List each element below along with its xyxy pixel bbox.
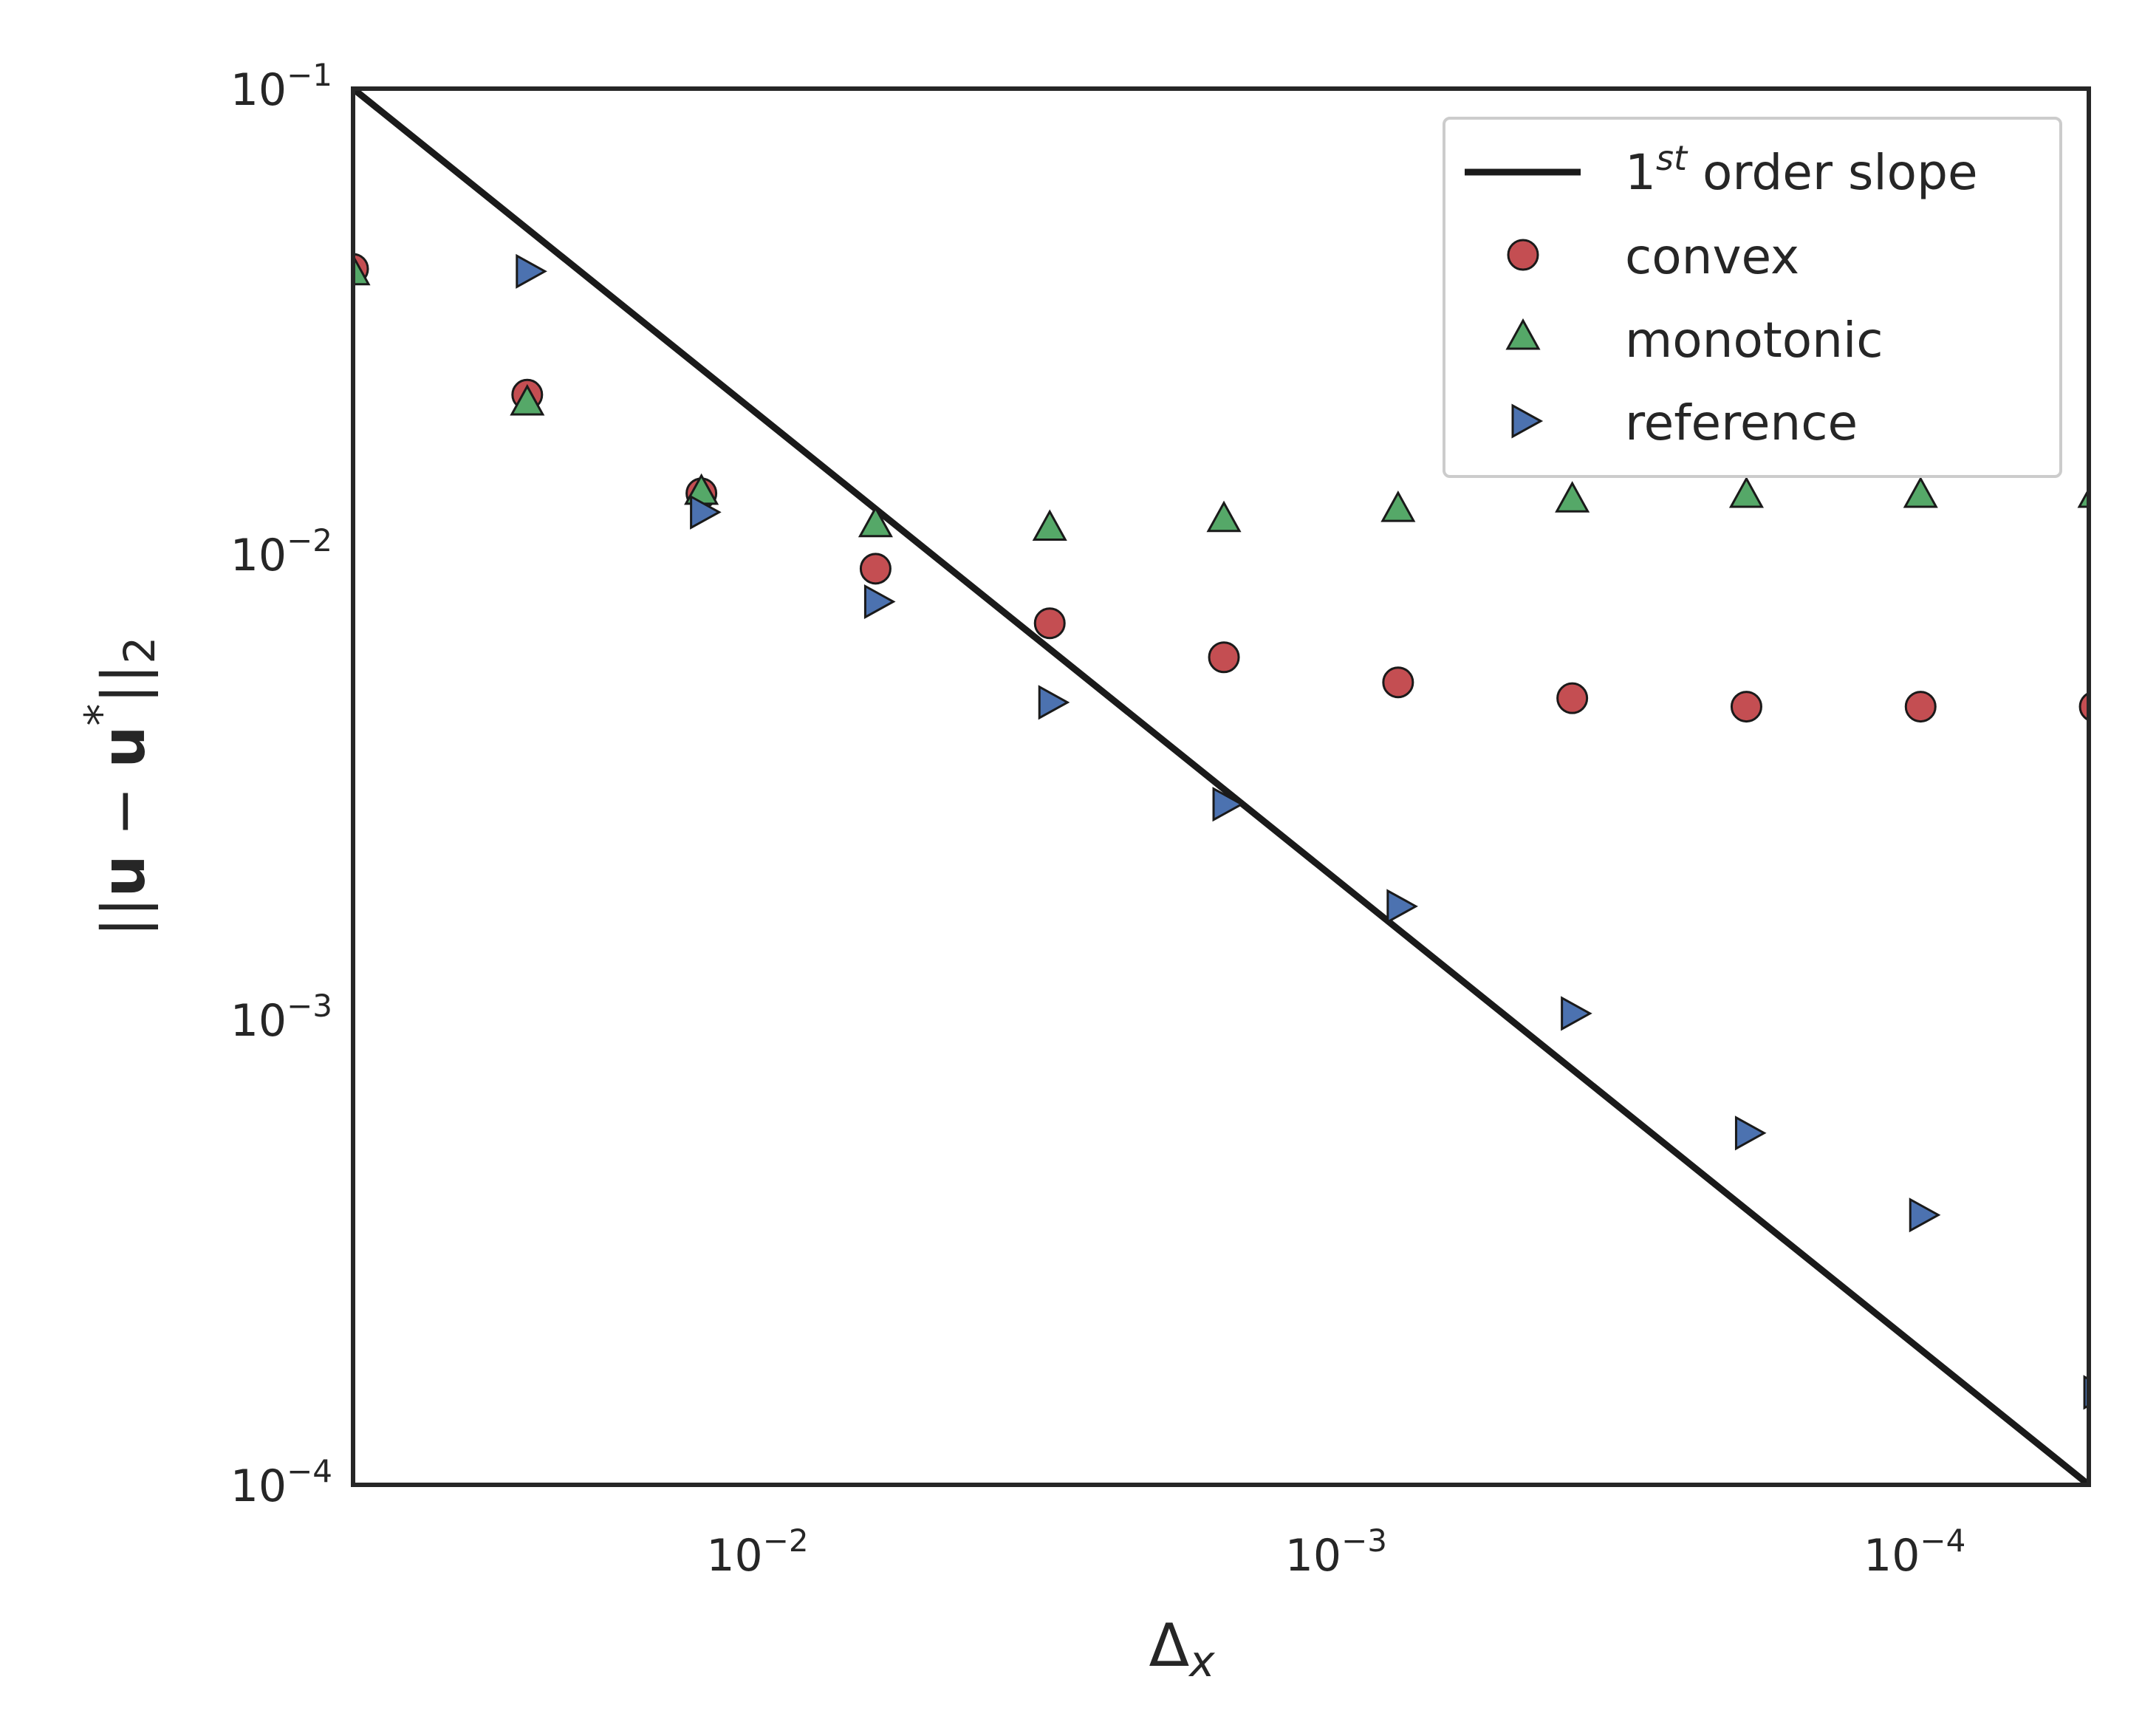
series-convex xyxy=(353,253,2089,723)
x-axis-ticks: 10−2 10−3 10−4 xyxy=(706,1523,1965,1582)
plot-marks xyxy=(353,89,2089,1485)
monotonic-point-4 xyxy=(1032,509,1067,541)
legend-slope-label-base: 1 xyxy=(1625,144,1656,201)
y-label-star: * xyxy=(75,704,127,726)
y-label-u2: u xyxy=(89,726,158,768)
y-tick-label-3: 10−4 xyxy=(230,1453,332,1512)
monotonic-point-6 xyxy=(1380,491,1416,522)
y-label-minus: − xyxy=(89,768,158,855)
y-tick-label-2: 10−3 xyxy=(230,988,332,1047)
x-tick-label-1: 10−3 xyxy=(1285,1523,1387,1582)
reference-point-9 xyxy=(1909,1197,1941,1233)
legend-label-convex: convex xyxy=(1625,228,1799,285)
convex-point-5 xyxy=(1208,641,1240,674)
plot-frame xyxy=(351,86,2091,1487)
y-tick-label-0: 10−1 xyxy=(230,57,332,116)
legend-reference-marker xyxy=(1511,403,1544,439)
convex-point-6 xyxy=(1382,666,1414,699)
reference-point-8 xyxy=(1734,1115,1767,1151)
convex-point-8 xyxy=(1730,691,1762,723)
y-label-open: || xyxy=(89,897,159,937)
y-label-sub: 2 xyxy=(114,637,165,664)
monotonic-point-7 xyxy=(1555,481,1590,513)
slope-line xyxy=(353,89,2089,1485)
legend-box xyxy=(1443,117,2062,478)
x-axis-label-sub: x xyxy=(1188,1636,1215,1687)
y-label-close: || xyxy=(89,664,159,704)
x-axis-label-base: Δ xyxy=(1149,1611,1189,1680)
series-monotonic xyxy=(353,253,2089,541)
convex-point-4 xyxy=(1033,607,1066,640)
convex-point-7 xyxy=(1556,682,1589,714)
legend: 1st order slope convex monotonic referen… xyxy=(1443,117,2062,478)
y-axis-label: ||u − u*||2 xyxy=(75,637,165,937)
reference-point-6 xyxy=(1386,889,1418,924)
y-axis-ticks: 10−1 10−2 10−3 10−4 xyxy=(230,57,332,1512)
legend-slope-label: 1st order slope xyxy=(1625,138,1978,201)
x-tick-label-0: 10−2 xyxy=(706,1523,808,1582)
legend-slope-label-rest: order slope xyxy=(1687,144,1978,201)
convex-point-3 xyxy=(859,553,892,585)
legend-monotonic-marker xyxy=(1505,318,1541,350)
monotonic-point-10 xyxy=(2077,487,2089,508)
reference-point-7 xyxy=(1561,996,1592,1031)
monotonic-point-8 xyxy=(1728,476,1764,508)
x-tick-label-2: 10−4 xyxy=(1864,1523,1965,1582)
x-axis-label: Δx xyxy=(1149,1611,1215,1687)
monotonic-point-3 xyxy=(858,505,893,538)
monotonic-point-1 xyxy=(510,383,545,416)
legend-label-monotonic: monotonic xyxy=(1625,312,1883,369)
reference-point-1 xyxy=(516,253,547,289)
series-reference xyxy=(516,253,2089,1410)
monotonic-point-9 xyxy=(1903,476,1938,508)
legend-marker-monotonic xyxy=(1505,318,1541,350)
convex-point-9 xyxy=(1904,691,1937,723)
reference-point-3 xyxy=(863,584,896,620)
reference-point-2 xyxy=(690,494,722,530)
monotonic-point-0 xyxy=(353,253,371,286)
legend-convex-marker xyxy=(1507,239,1539,271)
y-label-u1: u xyxy=(89,855,158,897)
y-tick-label-1: 10−2 xyxy=(230,522,332,581)
legend-label-reference: reference xyxy=(1625,394,1858,451)
monotonic-point-5 xyxy=(1206,500,1242,533)
reference-point-4 xyxy=(1038,685,1070,720)
legend-slope-label-sup: st xyxy=(1656,138,1688,178)
legend-marker-reference xyxy=(1511,403,1544,439)
convex-point-10 xyxy=(2078,691,2089,722)
legend-marker-convex xyxy=(1507,239,1539,271)
reference-point-5 xyxy=(1212,787,1245,822)
